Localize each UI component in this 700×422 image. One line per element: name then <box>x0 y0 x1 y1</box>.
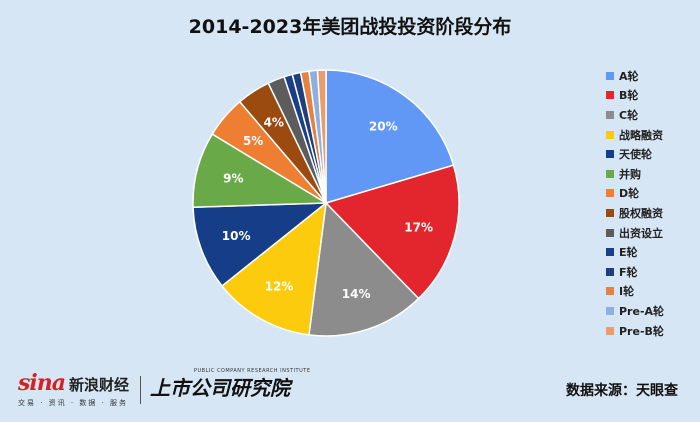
pie-slice-B轮 <box>324 164 460 300</box>
legend-label: 股权融资 <box>619 206 663 220</box>
legend-swatch <box>606 267 614 276</box>
legend-label: B轮 <box>619 89 639 103</box>
legend-label: 战略融资 <box>619 128 663 142</box>
pie-chart: 20% 17% 14% 12% 10% 9% 5%4% <box>192 69 460 337</box>
research-institute-logo: 上市公司研究院 <box>150 376 290 400</box>
legend-label: A轮 <box>619 69 639 83</box>
legend-label: Pre-A轮 <box>619 304 665 318</box>
legend-item-Pre-B轮: Pre-B轮 <box>606 321 696 341</box>
legend-label: D轮 <box>619 187 640 201</box>
footer: sina 新浪财经 交易 · 资讯 · 数据 · 服务 上市公司研究院 PUBL… <box>0 362 700 422</box>
legend-item-Pre-A轮: Pre-A轮 <box>606 301 696 321</box>
logo-divider <box>140 376 141 404</box>
legend-item-D轮: D轮 <box>606 184 696 204</box>
legend-swatch <box>606 287 614 296</box>
legend-label: 出资设立 <box>619 226 663 240</box>
chart-legend: A轮 B轮 C轮战略融资天使轮并购 D轮股权融资出资设立 E轮 F轮 I轮 Pre-A轮 Pre… <box>606 66 696 340</box>
legend-label: F轮 <box>619 265 638 279</box>
legend-label: Pre-B轮 <box>619 324 664 338</box>
pie-slice-Pre-B轮 <box>316 69 327 204</box>
research-institute-english: PUBLIC COMPANY RESEARCH INSTITUTE <box>194 368 311 374</box>
legend-item-E轮: E轮 <box>606 242 696 262</box>
legend-swatch <box>606 71 614 80</box>
legend-swatch <box>606 150 614 159</box>
sina-tagline: 交易 · 资讯 · 数据 · 服务 <box>18 399 129 407</box>
legend-swatch <box>606 91 614 100</box>
legend-swatch <box>606 326 614 335</box>
legend-item-B轮: B轮 <box>606 86 696 106</box>
legend-item-并购: 并购 <box>606 164 696 184</box>
data-label-D轮: 5% <box>243 134 263 148</box>
chart-title: 2014-2023年美团战投投资阶段分布 <box>188 16 512 38</box>
legend-label: C轮 <box>619 108 639 122</box>
data-label-战略融资: 12% <box>265 279 294 293</box>
legend-swatch <box>606 228 614 237</box>
legend-item-I轮: I轮 <box>606 282 696 302</box>
legend-swatch <box>606 208 614 217</box>
legend-swatch <box>606 189 614 198</box>
sina-logo-wordmark: sina <box>18 370 66 396</box>
legend-swatch <box>606 248 614 257</box>
legend-swatch <box>606 130 614 139</box>
legend-label: E轮 <box>619 246 638 260</box>
pie-slice-A轮 <box>325 69 455 205</box>
data-label-A轮: 20% <box>369 119 398 133</box>
legend-swatch <box>606 110 614 119</box>
legend-item-C轮: C轮 <box>606 105 696 125</box>
legend-swatch <box>606 306 614 315</box>
legend-item-股权融资: 股权融资 <box>606 203 696 223</box>
legend-item-战略融资: 战略融资 <box>606 125 696 145</box>
legend-item-F轮: F轮 <box>606 262 696 282</box>
data-label-B轮: 17% <box>404 220 433 234</box>
pie-slice-天使轮 <box>192 202 329 287</box>
data-source: 数据来源：天眼查 <box>566 383 678 399</box>
sina-finance-logo: sina 新浪财经 <box>18 370 129 396</box>
legend-swatch <box>606 169 614 178</box>
pie-slice-C轮 <box>308 201 420 337</box>
legend-label: 并购 <box>619 167 641 181</box>
legend-label: 天使轮 <box>619 148 652 162</box>
legend-item-A轮: A轮 <box>606 66 696 86</box>
sina-finance-name: 新浪财经 <box>69 376 130 394</box>
data-label-天使轮: 10% <box>222 229 251 243</box>
legend-label: I轮 <box>619 285 635 299</box>
pie-slice-战略融资 <box>220 201 327 336</box>
data-label-股权融资: 4% <box>264 116 284 130</box>
data-label-并购: 9% <box>223 172 243 186</box>
data-label-C轮: 14% <box>342 287 371 301</box>
legend-item-出资设立: 出资设立 <box>606 223 696 243</box>
legend-item-天使轮: 天使轮 <box>606 144 696 164</box>
